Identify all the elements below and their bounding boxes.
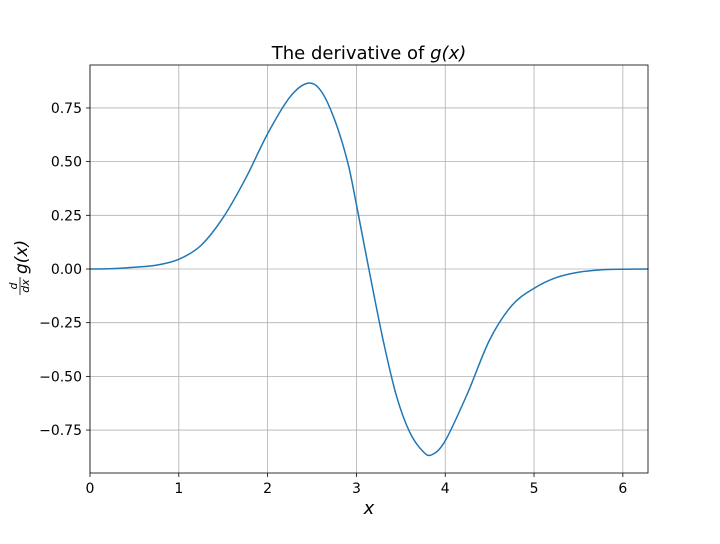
x-tick-label: 4 — [441, 481, 450, 497]
y-tick-label: −0.50 — [39, 369, 82, 385]
x-tick-label: 6 — [618, 481, 627, 497]
ticks: 0 1 2 3 4 5 6 −0.75 −0.50 −0.25 0.00 0.25 0.50 0.75 — [39, 101, 627, 497]
series-layer — [89, 82, 649, 457]
y-axis-label: d dx g(x) — [7, 240, 32, 295]
y-axis-label-denominator: dx — [19, 279, 32, 293]
y-tick-label: −0.75 — [39, 423, 82, 439]
y-axis-label-numerator: d — [7, 281, 20, 289]
x-tick-label: 5 — [530, 481, 539, 497]
chart-title: The derivative of g(x) — [271, 43, 467, 64]
y-tick-label: 0.00 — [51, 262, 82, 278]
y-axis-label-function: g(x) — [12, 240, 32, 274]
x-tick-label: 3 — [352, 481, 361, 497]
x-tick-label: 0 — [86, 481, 95, 497]
y-tick-label: −0.25 — [39, 316, 82, 332]
x-tick-label: 1 — [174, 481, 183, 497]
series-line — [89, 82, 649, 457]
y-tick-label: 0.50 — [51, 155, 82, 171]
y-tick-label: 0.25 — [51, 208, 82, 224]
x-axis-label: x — [363, 498, 375, 519]
x-tick-label: 2 — [263, 481, 272, 497]
y-tick-label: 0.75 — [51, 101, 82, 117]
